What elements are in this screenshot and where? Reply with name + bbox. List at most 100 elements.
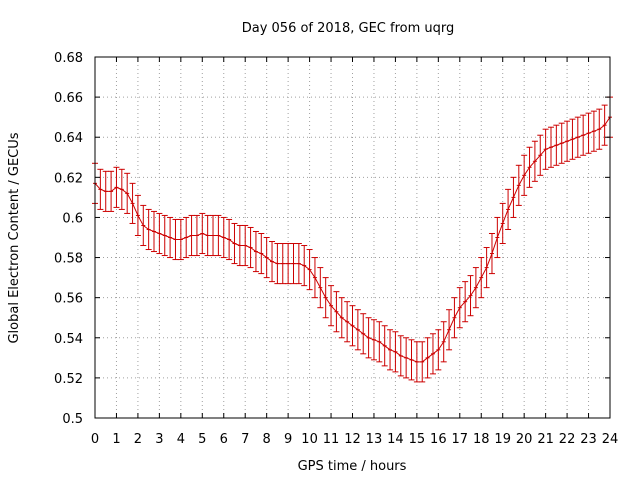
- data-point: [472, 267, 479, 309]
- axis-ticks: 0 1 2 3 4 5 6 7 8 9 10 11 12 13 14 15 16 17 18 19 20 21 22 23 24…: [54, 51, 618, 447]
- data-point: [183, 216, 190, 259]
- y-tick-label: 0.62: [54, 171, 83, 186]
- data-point: [118, 168, 125, 210]
- data-point: [381, 325, 388, 367]
- data-point: [440, 321, 447, 363]
- x-tick-label: 0: [91, 432, 99, 447]
- x-tick-label: 21: [537, 432, 554, 447]
- data-point: [435, 329, 442, 371]
- data-point: [531, 140, 538, 182]
- data-point: [161, 214, 168, 257]
- data-point: [564, 120, 571, 162]
- data-point: [140, 204, 147, 247]
- data-point: [558, 122, 565, 164]
- data-point: [145, 208, 152, 251]
- x-tick-label: 14: [387, 432, 404, 447]
- x-tick-label: 5: [198, 432, 206, 447]
- data-point: [376, 321, 383, 363]
- data-point: [537, 134, 544, 176]
- data-point: [553, 124, 560, 166]
- y-tick-label: 0.6: [62, 211, 83, 226]
- data-point: [226, 218, 233, 261]
- data-point: [204, 214, 211, 257]
- data-point: [301, 245, 308, 287]
- x-axis-label: GPS time / hours: [298, 459, 407, 474]
- data-point: [499, 202, 506, 245]
- data-point: [338, 297, 345, 339]
- data-point: [134, 194, 141, 236]
- data-point: [215, 214, 222, 257]
- data-point: [269, 241, 276, 283]
- data-point: [290, 243, 297, 285]
- data-point: [542, 128, 549, 170]
- x-tick-label: 15: [409, 432, 426, 447]
- data-point: [526, 146, 533, 188]
- data-point: [274, 243, 281, 285]
- x-tick-label: 23: [580, 432, 597, 447]
- data-point: [317, 267, 324, 309]
- data-point: [156, 212, 163, 255]
- data-point: [258, 232, 265, 275]
- data-point: [370, 319, 377, 361]
- grid-lines: [95, 57, 610, 418]
- data-point: [188, 214, 195, 257]
- data-point: [220, 216, 227, 259]
- data-point: [424, 337, 431, 379]
- data-point: [322, 277, 329, 319]
- data-point: [446, 309, 453, 351]
- data-point: [515, 164, 522, 206]
- data-point: [102, 170, 109, 212]
- x-tick-label: 7: [241, 432, 249, 447]
- y-tick-label: 0.64: [54, 131, 83, 146]
- x-tick-label: 17: [452, 432, 469, 447]
- y-tick-label: 0.52: [54, 372, 83, 387]
- x-tick-label: 8: [263, 432, 271, 447]
- data-point: [569, 118, 576, 160]
- data-point: [397, 335, 404, 377]
- y-tick-label: 0.66: [54, 91, 83, 106]
- data-point: [590, 110, 597, 152]
- y-axis-label: Global Electron Content / GECUs: [7, 132, 22, 343]
- y-tick-label: 0.56: [54, 292, 83, 307]
- data-point: [483, 247, 490, 289]
- data-point: [124, 172, 131, 214]
- x-tick-label: 10: [301, 432, 318, 447]
- data-point: [252, 230, 259, 273]
- data-point: [392, 331, 399, 373]
- data-point: [488, 232, 495, 275]
- data-point: [113, 166, 120, 208]
- data-point: [451, 297, 458, 339]
- x-tick-label: 13: [366, 432, 383, 447]
- data-point: [236, 224, 243, 267]
- data-point: [419, 341, 426, 383]
- data-point: [408, 339, 415, 381]
- x-tick-label: 20: [516, 432, 533, 447]
- data-point: [596, 108, 603, 150]
- x-tick-label: 18: [473, 432, 490, 447]
- y-tick-label: 0.68: [54, 51, 83, 66]
- data-point: [295, 243, 302, 285]
- data-point: [177, 218, 184, 261]
- x-tick-label: 9: [284, 432, 292, 447]
- data-point: [360, 313, 367, 355]
- data-point: [279, 243, 286, 285]
- x-tick-label: 16: [430, 432, 447, 447]
- x-tick-label: 12: [344, 432, 361, 447]
- y-tick-label: 0.54: [54, 332, 83, 347]
- data-point: [199, 212, 206, 255]
- data-point: [494, 216, 501, 259]
- x-tick-label: 11: [323, 432, 340, 447]
- data-point: [328, 285, 335, 327]
- gec-series: [92, 96, 613, 383]
- data-point: [456, 287, 463, 329]
- data-point: [354, 309, 361, 351]
- data-point: [344, 301, 351, 343]
- data-point: [429, 333, 436, 375]
- data-point: [172, 218, 179, 261]
- data-point: [349, 305, 356, 347]
- x-tick-label: 6: [220, 432, 228, 447]
- x-tick-label: 19: [494, 432, 511, 447]
- data-point: [521, 154, 528, 196]
- data-point: [462, 281, 469, 323]
- x-tick-label: 4: [177, 432, 185, 447]
